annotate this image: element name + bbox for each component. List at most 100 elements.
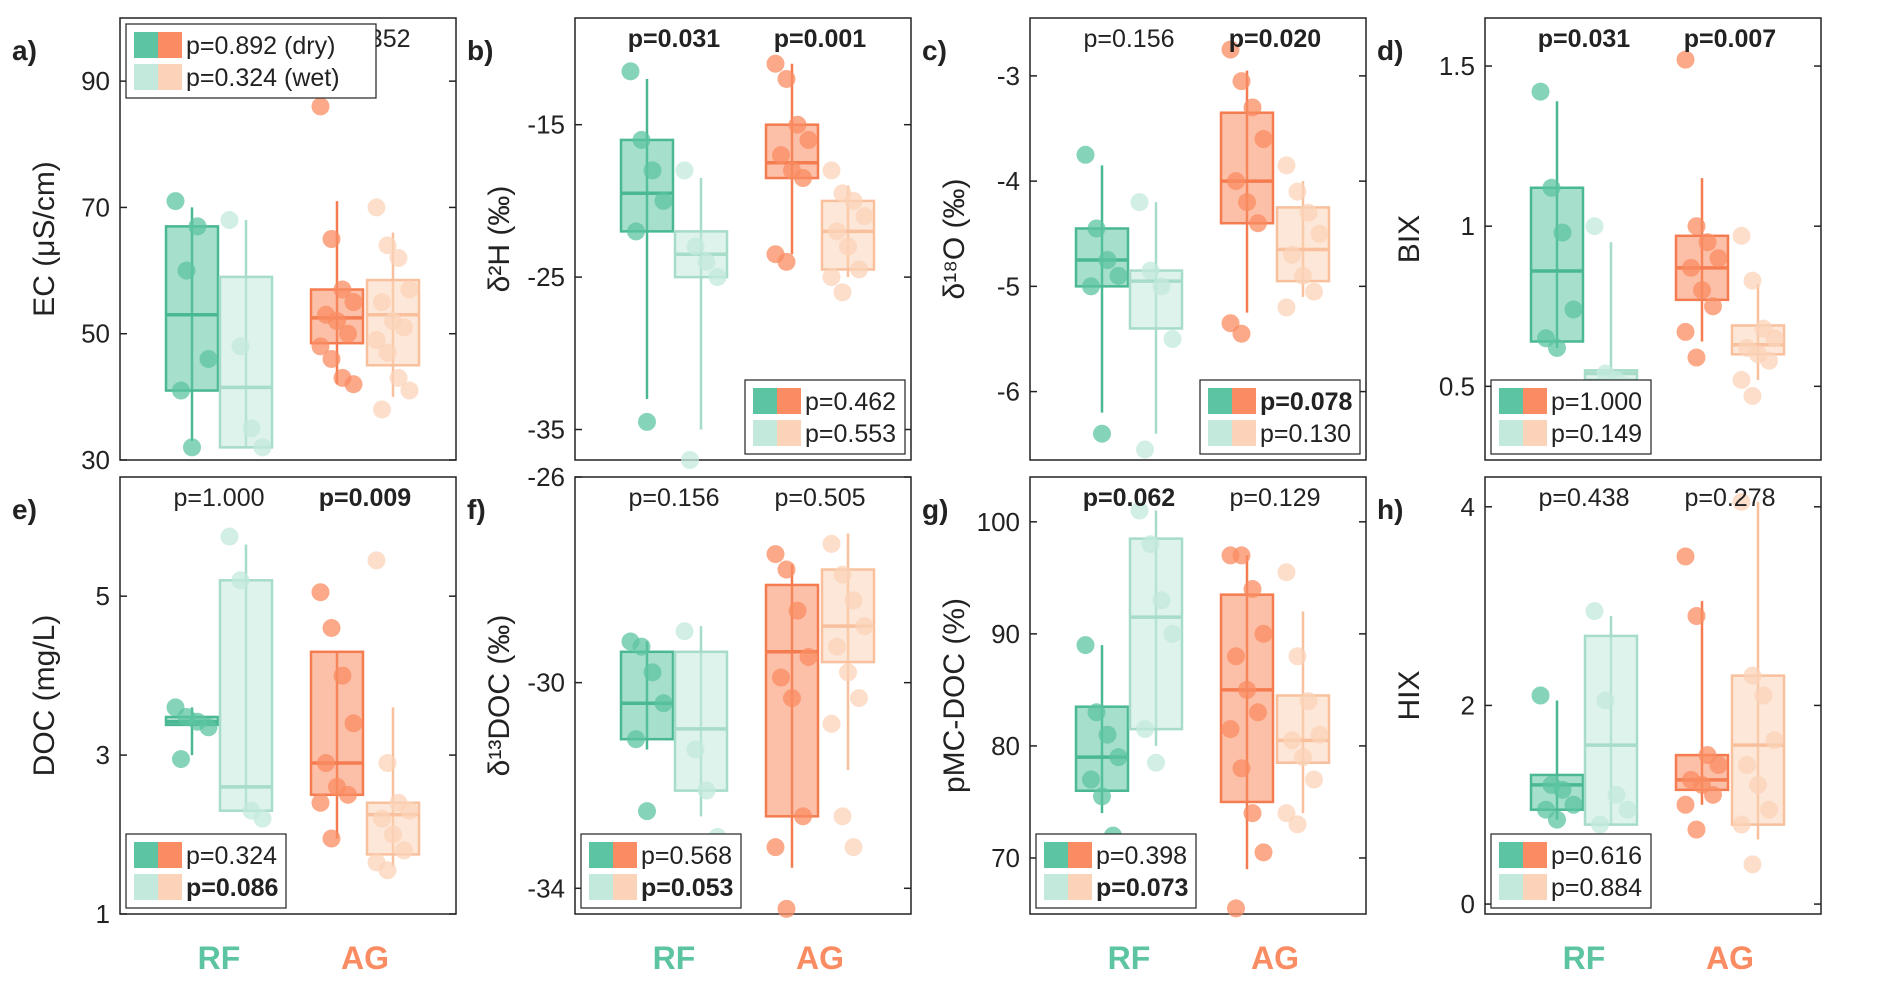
data-point	[1676, 50, 1695, 69]
legend: p=0.078 p=0.130	[1199, 379, 1361, 455]
group-p-value: p=0.156	[1083, 25, 1174, 53]
box-ag-dry	[764, 545, 820, 918]
y-tick-label: 5	[96, 581, 110, 611]
data-point	[681, 451, 699, 469]
data-point	[1704, 297, 1722, 316]
data-point	[632, 130, 651, 149]
legend-entry: p=0.892 (dry)	[186, 32, 335, 60]
legend-swatch-ag	[1523, 842, 1547, 868]
y-tick-label: -26	[527, 462, 565, 492]
data-point	[1087, 219, 1106, 238]
box-rf-wet	[1583, 602, 1639, 834]
data-point	[1082, 770, 1100, 789]
data-point	[373, 293, 391, 312]
box-rf-wet	[673, 161, 729, 469]
data-point	[833, 807, 852, 826]
data-point	[1738, 756, 1756, 775]
box-rf-wet	[1128, 501, 1184, 772]
data-point	[777, 560, 796, 579]
legend-swatch-rf	[134, 842, 158, 868]
data-point	[1277, 298, 1296, 317]
data-point	[1553, 780, 1572, 799]
box-ag-dry	[309, 583, 365, 848]
panel-label: f)	[467, 494, 486, 525]
category-label: AG	[1706, 940, 1754, 976]
data-point	[333, 666, 352, 685]
y-tick-label: -6	[997, 377, 1020, 407]
data-point	[1098, 251, 1117, 270]
data-point	[1607, 785, 1626, 804]
data-point	[1254, 843, 1273, 862]
group-p-value: p=0.438	[1538, 484, 1629, 512]
data-point	[1109, 266, 1128, 285]
data-point	[322, 829, 341, 848]
data-point	[1163, 624, 1182, 643]
y-tick-label: 100	[977, 507, 1020, 537]
box-rf-wet	[218, 211, 274, 457]
data-point	[1305, 282, 1323, 301]
data-point	[1141, 261, 1160, 280]
data-point	[1548, 810, 1566, 829]
y-tick-label: 50	[81, 319, 110, 349]
legend-swatch-rf	[753, 420, 777, 446]
legend-swatch-rf	[1499, 842, 1523, 868]
data-point	[1243, 804, 1262, 823]
data-point	[844, 838, 863, 857]
data-point	[1548, 338, 1566, 357]
data-point	[183, 438, 201, 457]
legend-entry: p=0.053	[641, 874, 733, 902]
legend-swatch-rf	[1044, 874, 1068, 900]
data-point	[1243, 580, 1262, 599]
data-point	[1152, 277, 1171, 296]
data-point	[378, 236, 397, 255]
legend-entry: p=0.130	[1260, 420, 1351, 448]
box-rf-dry	[164, 698, 220, 769]
data-point	[373, 809, 391, 828]
data-point	[1743, 855, 1762, 874]
group-p-value: p=0.031	[1538, 25, 1631, 53]
legend-swatch-rf	[134, 64, 158, 90]
data-point	[220, 527, 239, 546]
data-point	[1243, 98, 1262, 117]
group-p-value: p=0.278	[1684, 484, 1775, 512]
legend-swatch-rf	[134, 874, 158, 900]
data-point	[1687, 217, 1706, 236]
data-point	[772, 146, 790, 165]
data-point	[166, 192, 185, 211]
data-point	[1709, 249, 1728, 268]
data-point	[1288, 182, 1307, 201]
box-ag-dry	[1219, 40, 1275, 343]
data-point	[788, 601, 807, 620]
box-rf-wet	[673, 622, 729, 846]
data-point	[1693, 281, 1711, 300]
data-point	[844, 591, 863, 610]
data-point	[1277, 563, 1296, 582]
data-point	[621, 62, 640, 81]
legend-entry: p=0.324	[186, 842, 277, 870]
data-point	[395, 841, 413, 860]
category-label: RF	[653, 940, 696, 976]
group-p-value: p=1.000	[173, 484, 264, 512]
data-point	[1283, 245, 1301, 264]
legend-entry: p=0.462	[805, 388, 896, 416]
data-point	[339, 324, 357, 343]
data-point	[1249, 703, 1267, 722]
data-point	[344, 293, 363, 312]
data-point	[799, 130, 818, 149]
data-point	[654, 694, 673, 713]
data-point	[1754, 686, 1773, 705]
legend-swatch-ag	[1523, 388, 1547, 414]
data-point	[833, 565, 852, 584]
category-label: AG	[1251, 940, 1299, 976]
legend: p=0.398 p=0.073	[1035, 833, 1197, 909]
data-point	[822, 534, 841, 553]
data-point	[766, 545, 785, 564]
data-point	[1299, 692, 1318, 711]
data-point	[1553, 223, 1572, 242]
data-point	[1704, 785, 1722, 804]
panel-f: -34 -30 -26 f) δ¹³DOC (‰) p=0.156 p=0.505 p=0.5…	[467, 462, 912, 976]
legend-swatch-ag	[1232, 388, 1256, 414]
legend-swatch-ag	[613, 842, 637, 868]
data-point	[1531, 686, 1550, 705]
